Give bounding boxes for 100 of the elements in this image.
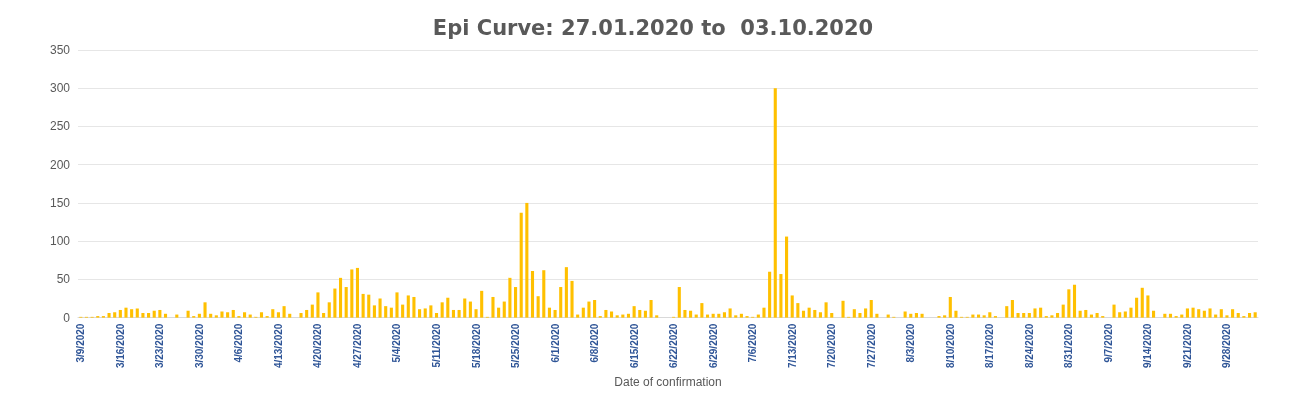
- bar: [1180, 314, 1184, 318]
- bar: [130, 309, 134, 318]
- bar: [909, 313, 913, 318]
- x-axis-title: Date of confirmation: [614, 375, 722, 389]
- bar: [559, 287, 563, 318]
- x-tick-label: 5/11/2020: [431, 323, 443, 368]
- x-tick-label: 9/7/2020: [1102, 323, 1114, 363]
- bar: [384, 306, 388, 318]
- bar: [1135, 297, 1139, 318]
- bar: [1253, 312, 1257, 318]
- x-tick-label: 6/22/2020: [668, 323, 680, 369]
- bar: [1050, 315, 1054, 318]
- bar: [338, 277, 343, 318]
- bar: [886, 314, 890, 318]
- bar: [790, 295, 794, 318]
- bar: [869, 300, 873, 318]
- bar: [564, 267, 568, 318]
- bar: [1140, 287, 1144, 318]
- bar: [711, 313, 715, 318]
- bar: [1022, 313, 1026, 318]
- bar: [316, 292, 320, 318]
- bar: [355, 267, 360, 318]
- bar: [457, 309, 461, 318]
- bar: [593, 300, 597, 318]
- bar: [801, 310, 806, 318]
- x-tick-label: 4/6/2020: [233, 323, 245, 363]
- x-tick-label: 3/16/2020: [114, 323, 126, 369]
- bar: [502, 301, 506, 318]
- bar: [135, 308, 139, 318]
- bar: [609, 311, 614, 318]
- x-tick-label: 3/9/2020: [75, 323, 87, 363]
- bar: [259, 312, 264, 318]
- x-tick-label: 7/20/2020: [826, 323, 838, 369]
- bar: [864, 308, 868, 318]
- bar: [705, 314, 710, 318]
- bar: [220, 311, 224, 318]
- x-tick-label: 7/27/2020: [865, 323, 877, 369]
- bar: [1225, 315, 1229, 318]
- bar: [988, 312, 992, 318]
- bar: [621, 314, 625, 318]
- bar: [604, 309, 608, 318]
- bar: [768, 271, 772, 318]
- bar: [1168, 313, 1173, 318]
- bar: [175, 314, 179, 318]
- bar: [530, 270, 535, 318]
- y-tick-label: 350: [49, 43, 71, 57]
- bar: [519, 212, 523, 318]
- bar: [547, 307, 551, 318]
- bar: [779, 274, 783, 318]
- bar: [807, 307, 811, 318]
- bar: [1197, 309, 1201, 318]
- bar: [243, 312, 247, 318]
- bar: [615, 315, 619, 318]
- x-tick-label: 6/29/2020: [707, 323, 719, 369]
- bar: [1005, 306, 1009, 318]
- bar: [785, 236, 789, 318]
- bar: [739, 313, 743, 318]
- bar: [570, 280, 574, 318]
- bar: [118, 309, 122, 318]
- bar: [1027, 313, 1031, 318]
- bar: [322, 313, 326, 318]
- bar: [818, 312, 822, 318]
- bar: [632, 306, 636, 318]
- bar: [497, 307, 501, 318]
- bar: [525, 202, 529, 318]
- bar: [1191, 307, 1195, 318]
- bar: [734, 315, 738, 318]
- bar: [1202, 310, 1206, 318]
- x-tick-label: 3/30/2020: [193, 323, 205, 369]
- bar: [418, 309, 422, 318]
- bar: [305, 309, 309, 318]
- bar: [1231, 309, 1235, 318]
- y-tick-label: 50: [56, 272, 71, 287]
- bar: [463, 298, 467, 318]
- x-tick-label: 6/1/2020: [549, 323, 561, 363]
- bar: [141, 313, 145, 318]
- y-tick-label: 200: [49, 157, 71, 172]
- bar: [491, 296, 495, 318]
- bar: [1152, 310, 1156, 318]
- bar: [344, 287, 348, 318]
- bar: [350, 269, 354, 318]
- bar: [649, 300, 653, 318]
- x-tick-label: 6/8/2020: [589, 323, 601, 363]
- bar: [1214, 314, 1218, 318]
- x-tick-label: 9/14/2020: [1142, 323, 1154, 369]
- bar: [728, 308, 732, 318]
- bar: [722, 312, 727, 318]
- x-tick-label: 7/13/2020: [786, 323, 798, 369]
- x-tick-label: 8/31/2020: [1063, 323, 1075, 369]
- bar: [276, 312, 280, 318]
- bar: [271, 309, 275, 318]
- bar: [1247, 313, 1252, 318]
- bar: [434, 313, 439, 318]
- bar: [508, 277, 512, 318]
- bar: [683, 309, 687, 318]
- bar: [948, 296, 952, 318]
- bar: [186, 310, 190, 318]
- bar: [451, 309, 456, 318]
- bar: [971, 314, 975, 318]
- bar: [542, 270, 546, 318]
